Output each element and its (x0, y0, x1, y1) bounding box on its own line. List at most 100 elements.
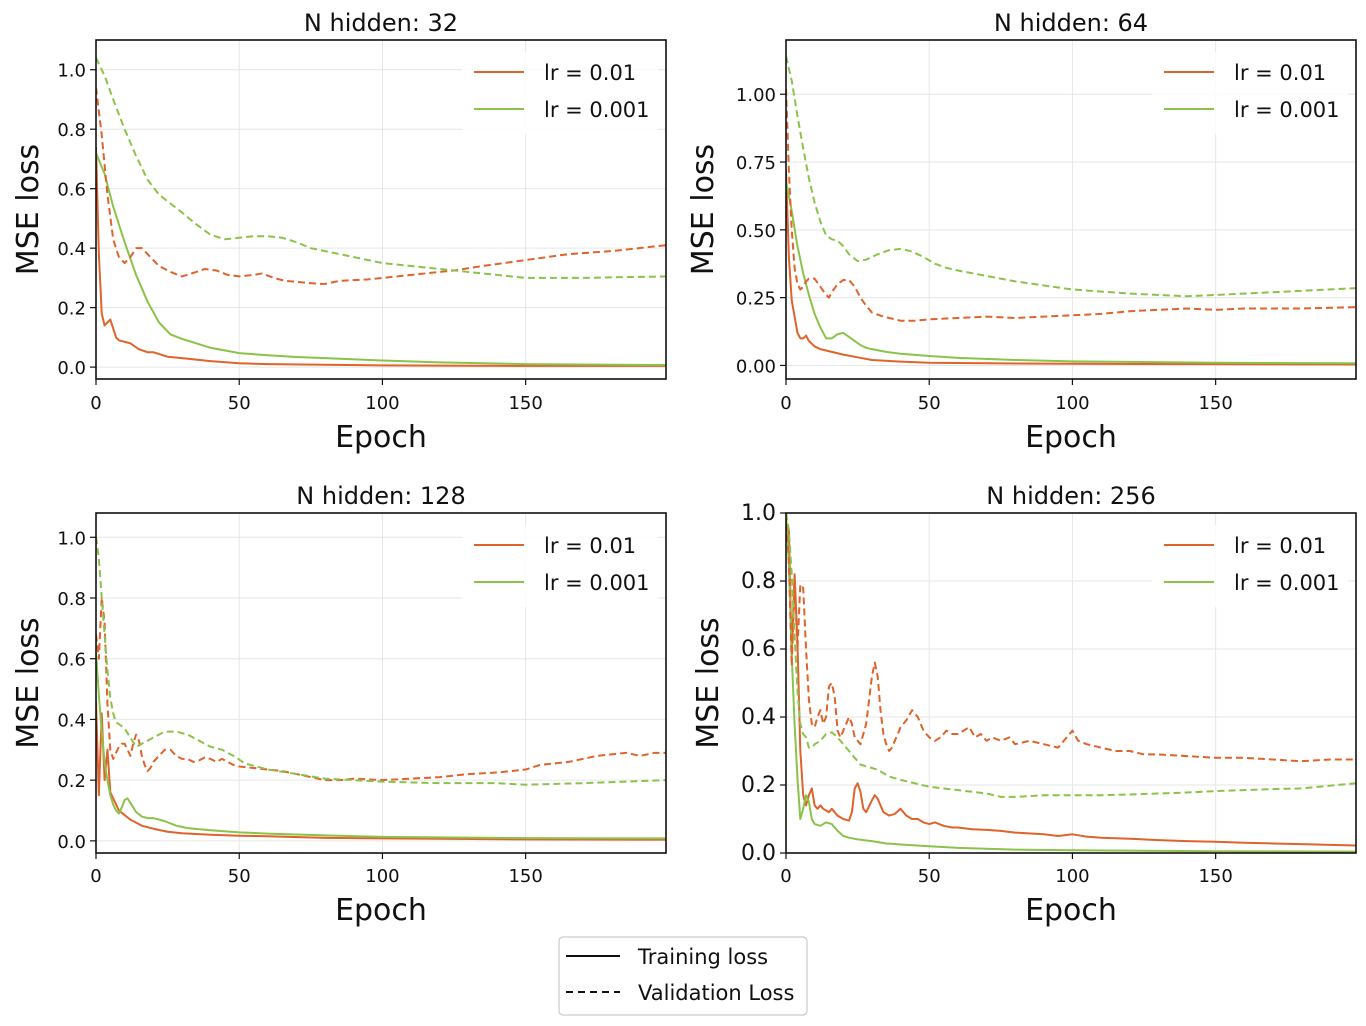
plot-frame (785, 512, 1357, 854)
y-tick-label: 0.2 (57, 771, 86, 792)
x-tick-label: 0 (90, 866, 101, 887)
y-tick-label: 0.6 (741, 637, 776, 662)
validation-legend-label: Validation Loss (638, 981, 794, 1005)
y-tick-label: 0.8 (57, 120, 86, 141)
panel-legend: lr = 0.01 lr = 0.001 (462, 52, 658, 134)
plot-frame (95, 512, 667, 854)
series-line-training-1 (786, 513, 1356, 853)
panel-legend: lr = 0.01 lr = 0.001 (1152, 525, 1348, 607)
panel-legend: lr = 0.01 lr = 0.001 (462, 525, 658, 607)
x-tick-label: 100 (365, 866, 399, 887)
chart-panel-1: 0 50 100 150 0.0 0.2 0.4 0.6 0.8 1.0 N hidden: 32 E… (11, 9, 667, 455)
chart-title: N hidden: 128 (296, 482, 465, 510)
y-tick-label: 0.0 (741, 841, 776, 866)
x-tick-label: 0 (780, 393, 791, 414)
series-line-training-0 (786, 529, 1356, 847)
chart-panel-4: 0 50 100 150 0.0 0.2 0.4 0.6 0.8 1.0 N hidden: 256… (691, 482, 1357, 928)
training-legend-label: Training loss (637, 945, 768, 969)
x-tick-label: 50 (918, 393, 941, 414)
x-axis-label: Epoch (335, 893, 427, 928)
x-tick-label: 0 (90, 393, 101, 414)
series-line-training-1 (786, 180, 1356, 365)
series-line-validation-2 (786, 88, 1356, 322)
series-line-training-0 (96, 147, 666, 367)
y-tick-label: 1.0 (741, 501, 776, 526)
chart-title: N hidden: 32 (304, 9, 458, 37)
chart-panel-3: 0 50 100 150 0.0 0.2 0.4 0.6 0.8 1.0 N hidden: 128… (11, 482, 667, 928)
series-group (786, 56, 1356, 366)
y-tick-label: 0.6 (57, 180, 86, 201)
x-axis-label: Epoch (335, 420, 427, 455)
series-line-training-0 (786, 170, 1356, 366)
y-axis-label: MSE loss (11, 144, 46, 275)
plot-frame (785, 39, 1357, 380)
legend-entry-label: lr = 0.01 (1234, 61, 1326, 85)
x-tick-label: 50 (228, 866, 251, 887)
y-tick-label: 0.8 (57, 589, 86, 610)
y-axis-label: MSE loss (691, 617, 726, 748)
chart-title: N hidden: 256 (986, 482, 1155, 510)
x-axis-label: Epoch (1025, 420, 1117, 455)
x-tick-label: 100 (1055, 393, 1089, 414)
series-line-training-0 (96, 701, 666, 841)
plot-frame (95, 39, 667, 380)
legend-background (462, 525, 658, 607)
legend-entry-label: lr = 0.001 (544, 571, 650, 595)
series-group (96, 537, 666, 841)
x-tick-label: 150 (508, 866, 542, 887)
series-group (786, 513, 1356, 853)
x-tick-label: 50 (228, 393, 251, 414)
series-line-training-1 (96, 152, 666, 367)
y-tick-label: 0.2 (741, 773, 776, 798)
legend-entry-label: lr = 0.001 (544, 98, 650, 122)
chart-panels: 0 50 100 150 0.0 0.2 0.4 0.6 0.8 1.0 N hidden: 32 E… (11, 9, 1357, 928)
y-axis-label: MSE loss (11, 617, 46, 748)
legend-entry-label: lr = 0.01 (544, 61, 636, 85)
legend-background (1152, 52, 1348, 134)
x-tick-label: 150 (1198, 866, 1232, 887)
y-tick-label: 0.00 (736, 356, 776, 377)
y-tick-label: 0.0 (57, 832, 86, 853)
y-tick-label: 0.2 (57, 299, 86, 320)
x-tick-label: 50 (918, 866, 941, 887)
x-tick-label: 0 (780, 866, 791, 887)
series-line-training-1 (96, 652, 666, 840)
y-tick-label: 0.4 (57, 710, 86, 731)
legend-entry-label: lr = 0.001 (1234, 571, 1340, 595)
chart-panel-2: 0 50 100 150 0.00 0.25 0.50 0.75 1.00 N hidden: 6… (686, 9, 1357, 455)
y-tick-label: 0.75 (736, 153, 776, 174)
x-axis-label: Epoch (1025, 893, 1117, 928)
y-tick-label: 0.4 (57, 239, 86, 260)
y-tick-label: 0.4 (741, 705, 776, 730)
x-tick-label: 150 (508, 393, 542, 414)
x-tick-label: 100 (1055, 866, 1089, 887)
y-tick-label: 1.00 (736, 85, 776, 106)
legend-background (462, 52, 658, 134)
series-line-validation-3 (786, 513, 1356, 798)
legend-entry-label: lr = 0.01 (1234, 534, 1326, 558)
x-tick-label: 150 (1198, 393, 1232, 414)
series-line-validation-3 (786, 56, 1356, 298)
legend-entry-label: lr = 0.01 (544, 534, 636, 558)
series-line-validation-2 (96, 597, 666, 782)
series-line-validation-2 (786, 513, 1356, 763)
y-tick-label: 0.25 (736, 289, 776, 310)
panel-legend: lr = 0.01 lr = 0.001 (1152, 52, 1348, 134)
legend-entry-label: lr = 0.001 (1234, 98, 1340, 122)
y-tick-label: 0.8 (741, 569, 776, 594)
y-axis-label: MSE loss (686, 144, 721, 275)
bottom-legend: Training loss Validation Loss (558, 936, 808, 1016)
series-line-validation-3 (96, 537, 666, 786)
y-tick-label: 0.50 (736, 221, 776, 242)
y-tick-label: 0.0 (57, 358, 86, 379)
bottom-legend-box (558, 936, 808, 1016)
x-tick-label: 100 (365, 393, 399, 414)
y-tick-label: 0.6 (57, 650, 86, 671)
series-line-validation-3 (96, 57, 666, 279)
legend-background (1152, 525, 1348, 607)
series-group (96, 57, 666, 367)
series-line-validation-2 (96, 87, 666, 285)
y-tick-label: 1.0 (57, 528, 86, 549)
y-tick-label: 1.0 (57, 61, 86, 82)
